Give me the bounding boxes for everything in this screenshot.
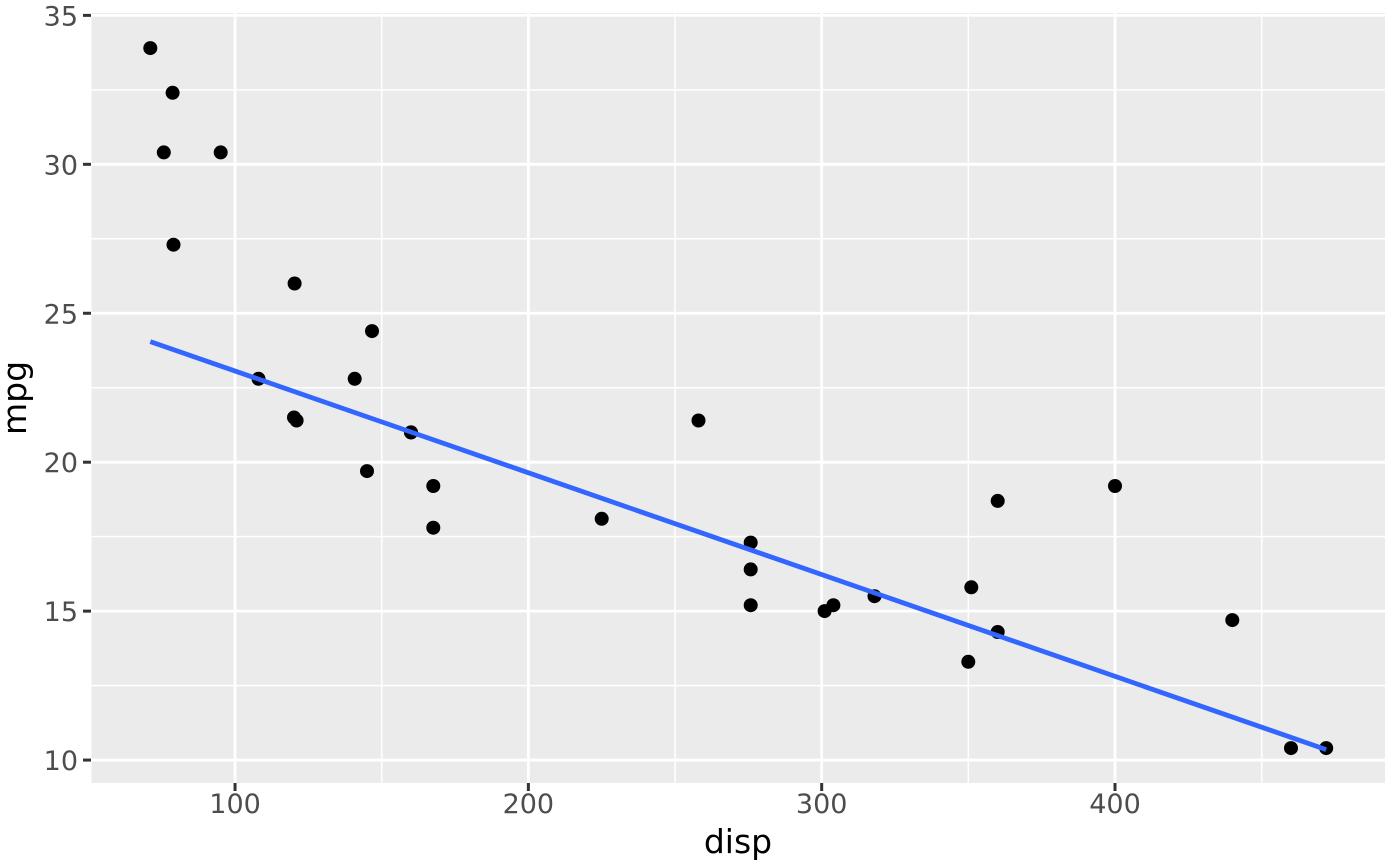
x-tick-label: 300 bbox=[796, 789, 848, 820]
plot-panel bbox=[91, 13, 1385, 783]
x-axis-title: disp bbox=[704, 822, 772, 861]
y-tick-label: 10 bbox=[44, 746, 78, 777]
trend-line bbox=[149, 339, 1327, 752]
data-point bbox=[289, 413, 304, 428]
data-point bbox=[426, 520, 441, 535]
data-point bbox=[143, 41, 158, 56]
data-point bbox=[817, 604, 832, 619]
y-axis-title: mpg bbox=[0, 361, 34, 435]
data-point bbox=[743, 535, 758, 550]
y-tick-label: 35 bbox=[44, 1, 78, 32]
data-point bbox=[287, 276, 302, 291]
data-point bbox=[743, 598, 758, 613]
plot-generated-content: 100 200 300 400 10 15 20 25 30 35 bbox=[44, 1, 1385, 820]
data-point bbox=[365, 324, 379, 339]
x-tick-label: 400 bbox=[1089, 789, 1141, 820]
data-point bbox=[1108, 479, 1122, 493]
data-point bbox=[213, 145, 228, 160]
data-point bbox=[964, 580, 979, 595]
x-tick-label: 100 bbox=[209, 789, 261, 820]
y-tick-label: 30 bbox=[44, 150, 78, 181]
y-tick-label: 15 bbox=[44, 597, 78, 628]
y-tick-label: 25 bbox=[44, 299, 78, 330]
data-point bbox=[360, 464, 374, 479]
data-point bbox=[347, 371, 362, 386]
x-tick-label: 200 bbox=[503, 789, 555, 820]
data-point bbox=[691, 413, 706, 428]
data-point bbox=[594, 511, 609, 526]
data-point bbox=[990, 493, 1005, 508]
data-point bbox=[743, 562, 758, 577]
data-point bbox=[1225, 613, 1240, 628]
data-point bbox=[165, 85, 180, 100]
data-point bbox=[1284, 741, 1298, 756]
y-tick-label: 20 bbox=[44, 448, 78, 479]
data-point bbox=[426, 479, 441, 493]
data-point bbox=[166, 237, 181, 252]
data-point bbox=[156, 145, 171, 160]
data-point bbox=[961, 654, 976, 669]
